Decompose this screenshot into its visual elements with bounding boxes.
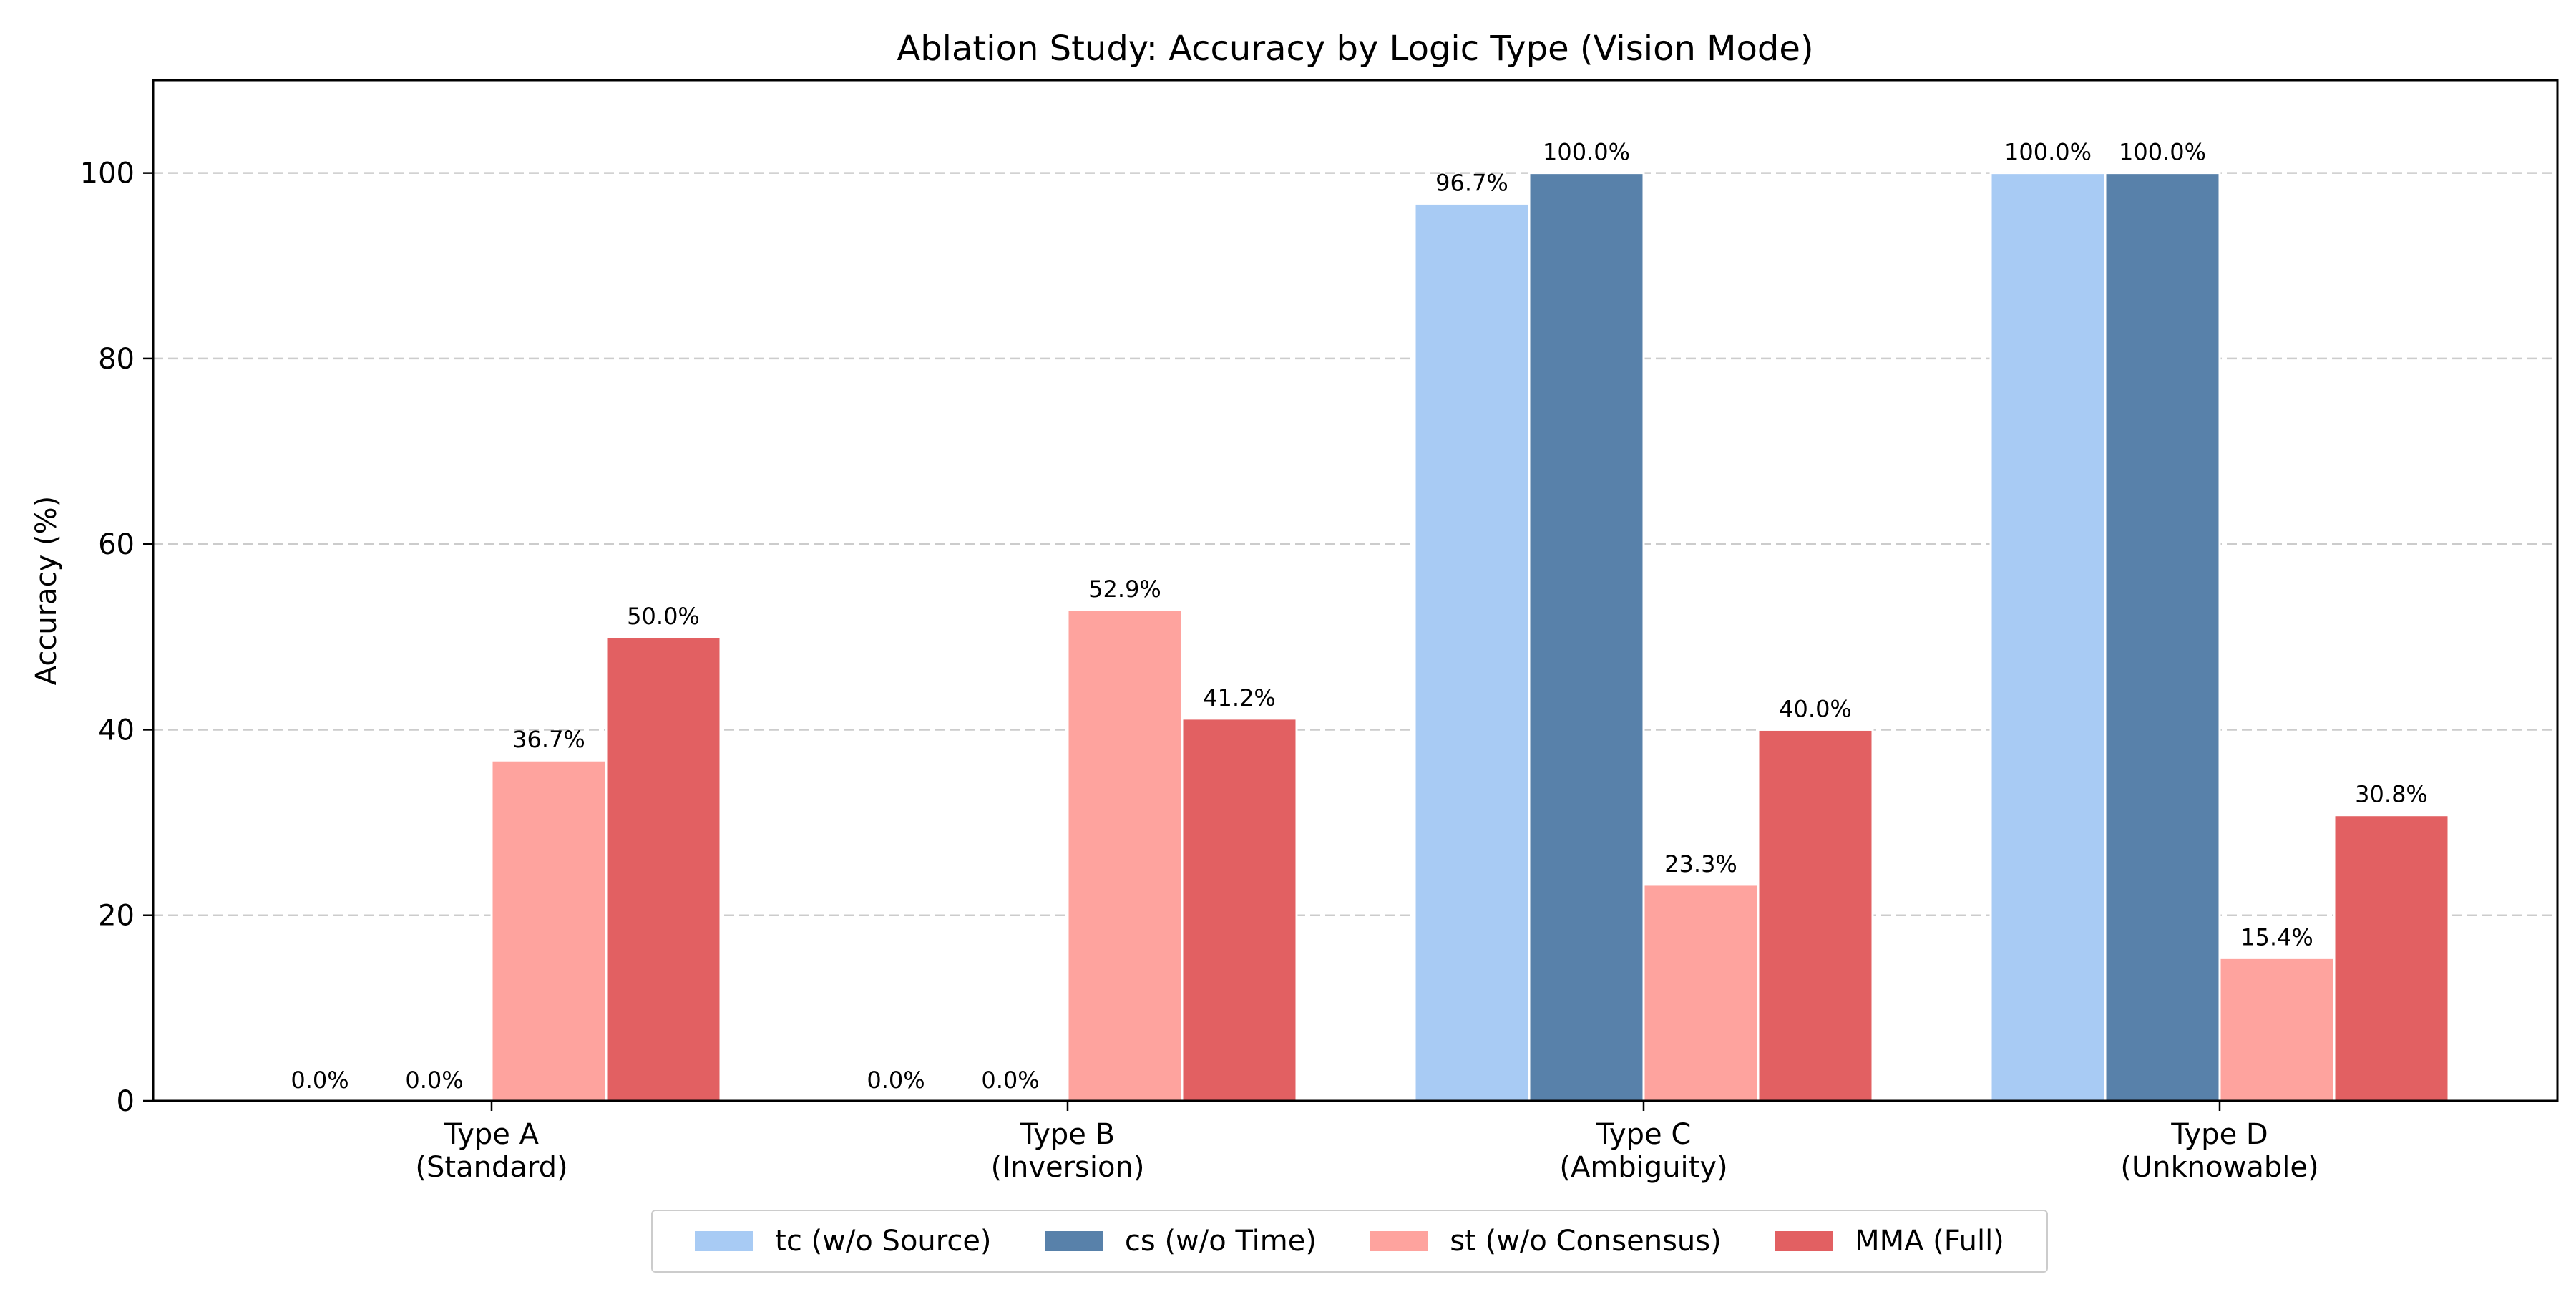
bar-3-1 [1181, 717, 1298, 1102]
chart-title: Ablation Study: Accuracy by Logic Type (… [897, 29, 1813, 69]
bar-value-labels: 0.0% 0.0% 36.7% 50.0% 0.0% 0.0% 52.9% 41.2% 96.7… [291, 139, 2427, 1094]
data-label-1-1: 0.0% [981, 1067, 1039, 1094]
legend-label-cs: cs (w/o Time) [1124, 1225, 1317, 1258]
legend-swatch-mma [1775, 1231, 1834, 1251]
data-label-2-0: 36.7% [512, 726, 585, 753]
x-tick-label-3-0: Type D [2170, 1118, 2268, 1151]
bar-1-3 [2104, 172, 2221, 1102]
bar-2-3 [2218, 956, 2336, 1102]
data-label-3-2: 40.0% [1779, 695, 1852, 722]
bar-3-2 [1757, 728, 1874, 1102]
x-tick-label-1-1: (Inversion) [991, 1151, 1145, 1184]
plot-area-frame [152, 79, 2559, 1102]
data-label-0-1: 0.0% [867, 1067, 924, 1094]
data-label-0-2: 96.7% [1435, 169, 1508, 196]
data-label-3-0: 50.0% [627, 603, 700, 630]
legend-swatch-st [1370, 1231, 1429, 1251]
bars [490, 172, 2450, 1102]
legend-item-mma: MMA (Full) [1775, 1225, 2004, 1258]
legend-label-st: st (w/o Consensus) [1450, 1225, 1722, 1258]
legend-swatch-tc [695, 1231, 754, 1251]
y-axis-ticks: 0 20 40 60 80 100 [80, 157, 153, 1118]
bar-2-0 [490, 759, 608, 1102]
legend-swatch-cs [1044, 1231, 1103, 1251]
legend-item-tc: tc (w/o Source) [695, 1225, 992, 1258]
y-tick-label-20: 20 [98, 900, 135, 933]
y-tick-label-40: 40 [98, 714, 135, 747]
data-label-2-1: 52.9% [1088, 575, 1161, 603]
x-tick-label-2-0: Type C [1596, 1118, 1692, 1151]
x-tick-label-1-0: Type B [1020, 1118, 1115, 1151]
legend-label-mma: MMA (Full) [1855, 1225, 2004, 1258]
data-label-0-3: 100.0% [2004, 139, 2092, 166]
y-tick-label-100: 100 [80, 157, 135, 190]
bar-2-2 [1642, 883, 1760, 1102]
y-tick-label-60: 60 [98, 528, 135, 561]
legend-item-cs: cs (w/o Time) [1044, 1225, 1317, 1258]
legend-label-tc: tc (w/o Source) [775, 1225, 992, 1258]
y-tick-label-80: 80 [98, 343, 135, 376]
bar-0-2 [1413, 202, 1531, 1102]
legend: tc (w/o Source) cs (w/o Time) st (w/o Co… [651, 1210, 2048, 1273]
y-tick-label-0: 0 [117, 1085, 135, 1118]
data-label-1-2: 100.0% [1543, 139, 1630, 166]
data-label-0-0: 0.0% [291, 1067, 348, 1094]
bar-0-3 [1989, 172, 2107, 1102]
data-label-1-0: 0.0% [405, 1067, 463, 1094]
data-label-1-3: 100.0% [2119, 139, 2206, 166]
x-tick-label-2-1: (Ambiguity) [1559, 1151, 1727, 1184]
data-label-3-1: 41.2% [1203, 684, 1276, 711]
bar-3-0 [605, 636, 722, 1102]
legend-item-st: st (w/o Consensus) [1370, 1225, 1722, 1258]
bar-3-3 [2333, 814, 2450, 1102]
x-tick-label-0-1: (Standard) [415, 1151, 567, 1184]
data-label-3-3: 30.8% [2355, 781, 2428, 808]
bar-1-2 [1528, 172, 1645, 1102]
y-axis-label: Accuracy (%) [30, 496, 63, 686]
bar-2-1 [1066, 608, 1184, 1102]
x-axis-ticks: Type A(Standard)Type B(Inversion)Type C(… [415, 1101, 2319, 1184]
data-label-2-3: 15.4% [2240, 923, 2313, 951]
x-tick-label-3-1: (Unknowable) [2120, 1151, 2318, 1184]
x-tick-label-0-0: Type A [444, 1118, 540, 1151]
data-label-2-2: 23.3% [1664, 850, 1737, 878]
